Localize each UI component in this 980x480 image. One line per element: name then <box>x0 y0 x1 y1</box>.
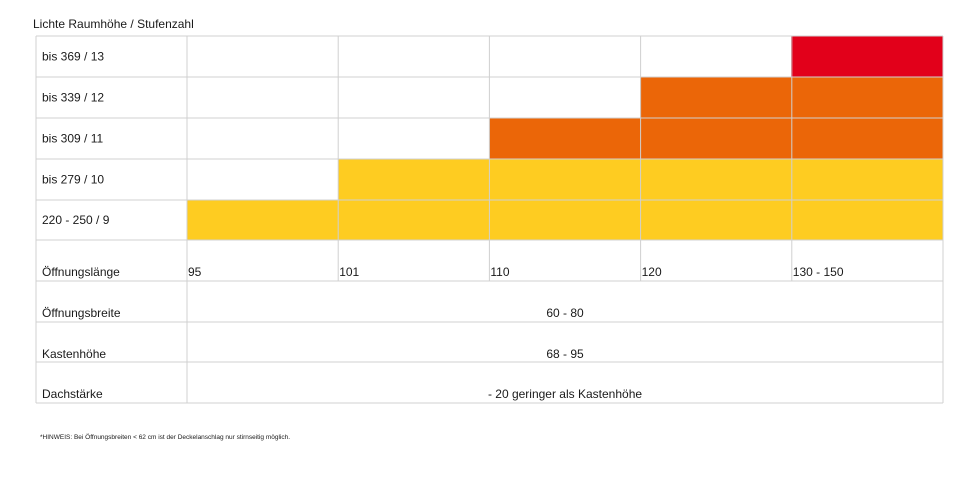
table-grid <box>35 35 944 404</box>
row-label: Öffnungsbreite <box>42 306 121 320</box>
row-label: 220 - 250 / 9 <box>42 213 110 227</box>
table-text: bis 369 / 13 bis 339 / 12 bis 309 / 11 bis … <box>42 50 844 402</box>
cell-value: 130 - 150 <box>793 265 844 279</box>
cell-yellow <box>187 200 943 240</box>
row-label: Öffnungslänge <box>42 265 120 279</box>
cell-value: 68 - 95 <box>546 347 584 361</box>
cell-value: 120 <box>642 265 662 279</box>
row-label: bis 369 / 13 <box>42 50 104 64</box>
cell-value: 95 <box>188 265 202 279</box>
cell-orange <box>489 118 943 159</box>
color-cells <box>187 36 943 240</box>
title: Lichte Raumhöhe / Stufenzahl <box>33 17 194 31</box>
row-label: Kastenhöhe <box>42 347 106 361</box>
cell-red <box>791 36 943 77</box>
row-label: bis 339 / 12 <box>42 91 104 105</box>
row-label: Dachstärke <box>42 387 103 401</box>
row-label: bis 279 / 10 <box>42 173 104 187</box>
cell-value: 60 - 80 <box>546 306 584 320</box>
row-label: bis 309 / 11 <box>42 132 103 146</box>
cell-value: 110 <box>490 265 509 279</box>
footnote: *HINWEIS: Bei Öffnungsbreiten < 62 cm is… <box>40 433 290 441</box>
cell-value: - 20 geringer als Kastenhöhe <box>488 387 642 401</box>
cell-value: 101 <box>339 265 359 279</box>
